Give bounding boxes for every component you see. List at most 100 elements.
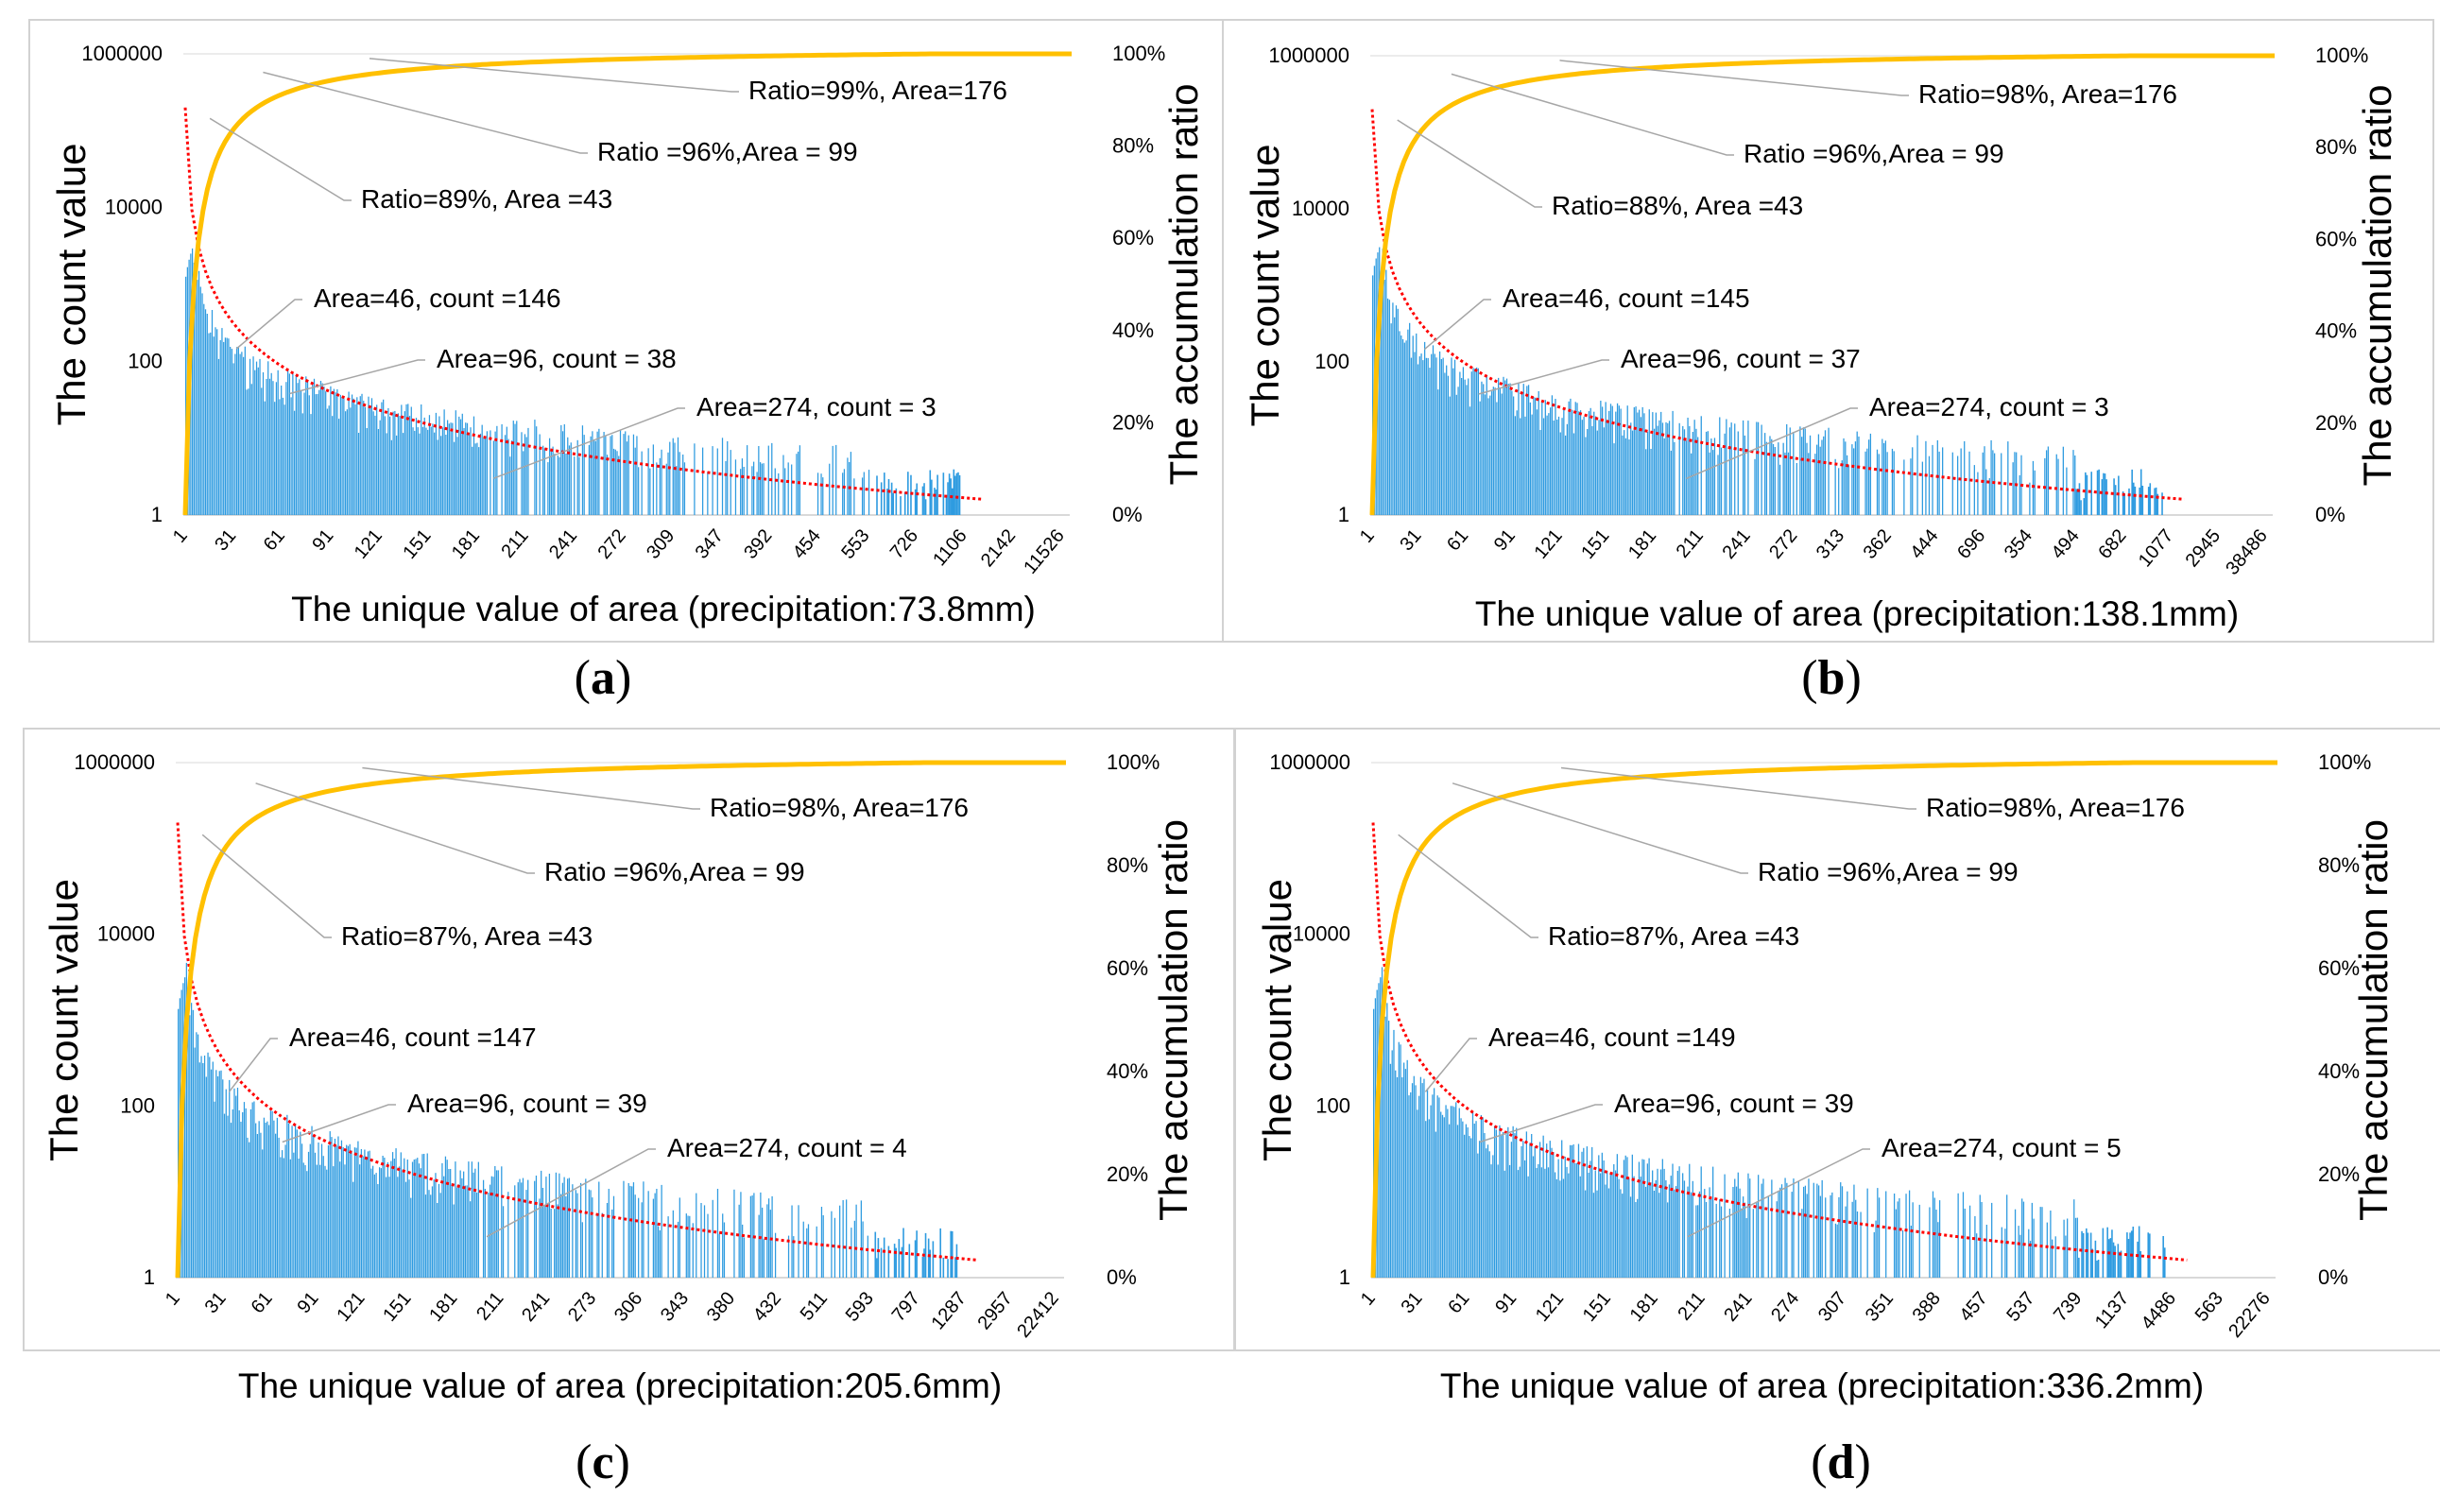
count-bar: [284, 1144, 286, 1278]
annotation-leader-line: [201, 833, 332, 938]
annotation-leader-line: [1479, 1104, 1603, 1143]
count-bar: [2117, 1244, 2120, 1278]
x-tick-label: 309: [643, 525, 679, 563]
count-bar: [1661, 1159, 1663, 1278]
count-bar: [1689, 425, 1691, 515]
count-bar: [273, 1120, 275, 1278]
count-bar: [1547, 1167, 1550, 1278]
count-bar: [1522, 384, 1524, 515]
count-bar: [923, 483, 925, 515]
count-bar: [612, 1195, 615, 1278]
count-bar: [1734, 423, 1736, 515]
count-bar: [1518, 383, 1520, 515]
count-bar: [402, 433, 404, 515]
count-bar: [257, 367, 259, 515]
count-bar: [443, 1176, 445, 1278]
y-left-axis-title: The count value: [1255, 879, 1299, 1161]
count-bar: [774, 468, 776, 515]
count-bar: [1550, 407, 1552, 515]
count-bar: [261, 387, 263, 515]
count-bar: [1744, 1202, 1746, 1278]
count-bar: [2123, 493, 2126, 515]
y-right-axis-title: The accumulation ratio: [1161, 84, 1206, 486]
count-bar: [1712, 1166, 1714, 1278]
count-bar: [1603, 1160, 1605, 1278]
count-bar: [2106, 1227, 2108, 1278]
count-bar: [1529, 1143, 1531, 1278]
count-bar: [293, 1152, 295, 1278]
annotation-label: Ratio =96%,Area = 99: [597, 137, 858, 166]
count-bar: [932, 1241, 935, 1278]
count-bar: [445, 435, 447, 515]
count-bar: [1728, 1209, 1731, 1278]
count-bar: [552, 446, 554, 515]
count-bar: [1853, 448, 1855, 515]
count-bar: [2039, 1207, 2041, 1278]
count-bar: [1456, 1125, 1459, 1278]
count-bar: [535, 1176, 538, 1278]
count-bar: [476, 442, 478, 515]
count-bar: [294, 1125, 297, 1278]
x-tick-label: 1: [1356, 525, 1379, 547]
count-bar: [659, 1229, 662, 1278]
count-bar: [1462, 367, 1465, 515]
count-bar: [1501, 1135, 1503, 1278]
accumulation-ratio-line: [175, 760, 1066, 1279]
count-bar: [394, 410, 396, 515]
annotation-leader-line: [362, 766, 700, 810]
count-bar: [302, 1162, 304, 1278]
count-bar: [421, 426, 424, 515]
count-bar: [199, 286, 201, 515]
count-bar: [1793, 1178, 1795, 1278]
count-bar: [1976, 1233, 1978, 1278]
count-bar: [641, 451, 643, 515]
x-tick-label: 1: [169, 525, 192, 547]
count-bar: [395, 435, 398, 515]
count-bar: [1697, 437, 1699, 515]
count-bar: [1469, 406, 1471, 515]
count-bar: [592, 1197, 593, 1278]
x-tick-label: 211: [1673, 525, 1708, 562]
x-tick-label: 272: [594, 525, 630, 563]
count-bar: [1482, 1117, 1484, 1278]
count-bar: [1817, 1185, 1820, 1278]
count-bar: [1973, 465, 1975, 515]
count-bar: [1962, 1192, 1965, 1278]
count-bar: [1492, 1155, 1494, 1278]
count-bar: [392, 411, 394, 515]
count-bar: [1383, 280, 1385, 515]
count-bar: [618, 455, 620, 515]
x-tick-label: 181: [425, 1288, 461, 1326]
count-bar: [391, 1152, 394, 1278]
count-bar: [1905, 1194, 1907, 1278]
count-bar: [2094, 1240, 2097, 1278]
x-tick-label: 307: [1814, 1288, 1850, 1326]
count-bar: [522, 1177, 524, 1278]
count-bar: [2052, 1239, 2053, 1278]
count-bar: [1764, 433, 1766, 515]
annotation-label: Ratio=98%, Area=176: [1926, 793, 2185, 822]
x-tick-label: 2142: [977, 525, 1020, 571]
count-bar: [631, 1186, 633, 1278]
count-bar: [1891, 448, 1894, 515]
count-bar: [1556, 420, 1558, 515]
count-bar: [534, 1180, 536, 1278]
count-bar: [895, 488, 898, 515]
count-bar: [208, 333, 210, 515]
count-bar: [667, 452, 669, 515]
count-bar: [1410, 1091, 1412, 1278]
count-bar: [1390, 323, 1392, 515]
count-bar: [1594, 1170, 1596, 1278]
y-left-axis-title: The count value: [1243, 145, 1287, 427]
count-bar: [483, 438, 485, 515]
count-bar: [185, 962, 187, 1278]
count-bar: [385, 1177, 387, 1278]
count-bar: [588, 1189, 590, 1278]
count-bar: [1418, 1095, 1420, 1278]
count-bar: [652, 1198, 655, 1278]
x-tick-label: 392: [740, 525, 776, 563]
count-bar: [504, 435, 507, 515]
x-tick-label: 2945: [2182, 525, 2225, 571]
count-bar: [406, 1160, 408, 1278]
count-bar: [1658, 1193, 1660, 1278]
